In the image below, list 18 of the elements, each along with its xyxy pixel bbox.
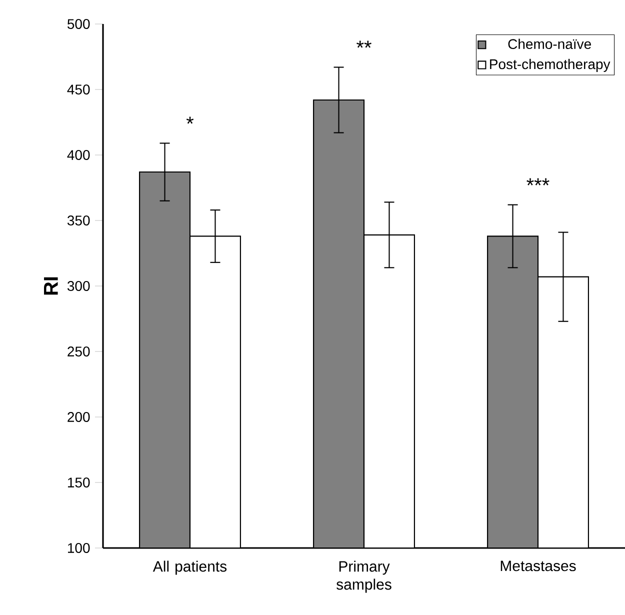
legend-label: Chemo-naïve — [508, 38, 591, 50]
annotation: *** — [526, 178, 550, 186]
x-tick-label: All patients — [152, 560, 227, 575]
y-tick-label: 250 — [68, 346, 90, 356]
x-tick-label: Primary samples — [336, 560, 392, 593]
y-tick-label: 350 — [67, 216, 90, 226]
legend-label: Post-chemotherapy — [490, 58, 610, 72]
y-tick-label: 200 — [68, 412, 90, 422]
y-tick-label: 400 — [67, 150, 90, 160]
annotation: * — [186, 116, 194, 124]
y-tick-label: 450 — [67, 84, 90, 94]
y-axis-title: RI — [44, 277, 58, 295]
y-tick-label: 150 — [68, 478, 90, 488]
y-tick-label: 100 — [68, 543, 90, 553]
y-tick-label: 300 — [67, 281, 90, 291]
annotation: ** — [356, 40, 372, 48]
x-tick-label: Metastases — [500, 560, 576, 572]
y-tick-label: 500 — [67, 19, 90, 29]
